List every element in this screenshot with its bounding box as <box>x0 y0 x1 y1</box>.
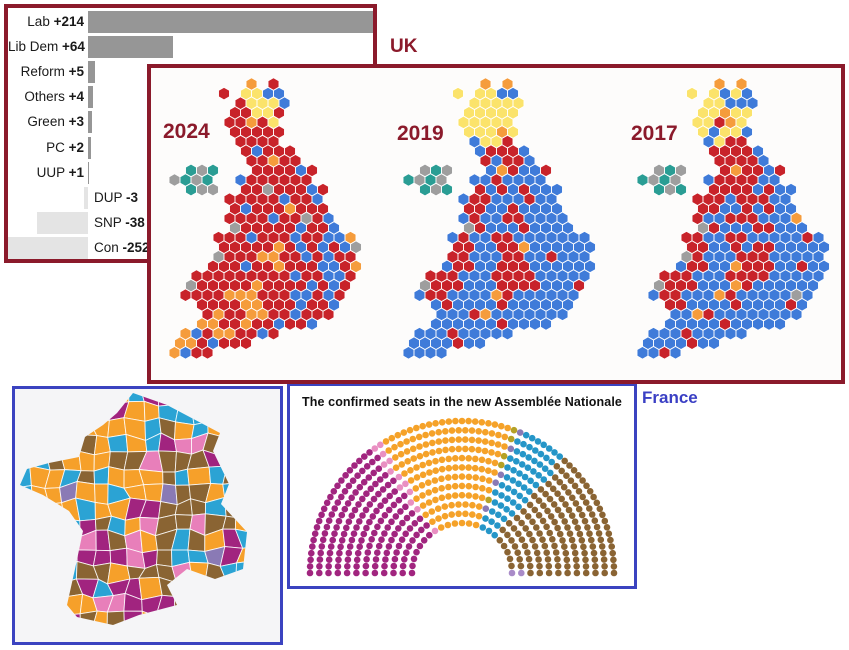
france-map-svg <box>20 393 247 625</box>
bar-rect <box>88 86 93 109</box>
bar-rect <box>88 111 92 134</box>
bar-row-uup: UUP +1 <box>8 161 373 186</box>
hemicycle-svg <box>306 417 618 577</box>
bar-label: PC +2 <box>46 139 84 155</box>
bar-row-pc: PC +2 <box>8 136 373 161</box>
bar-label: Con -252 <box>94 239 150 255</box>
uk-seat-change-bar-chart: Lab +214 Lib Dem +64 Reform +5 Others +4 Gre… <box>8 8 373 259</box>
bar-rect <box>88 161 89 184</box>
bar-label: SNP -38 <box>94 214 145 230</box>
year-label-2017: 2017 <box>631 122 678 145</box>
bar-rect <box>8 236 88 259</box>
uk-label: UK <box>390 36 418 57</box>
bar-rect <box>84 186 88 209</box>
bar-label: UUP +1 <box>36 164 84 180</box>
bar-rect <box>88 36 173 59</box>
year-label-2024: 2024 <box>163 120 210 143</box>
uk-hex-maps-svg <box>168 77 830 360</box>
bar-row-con: Con -252 <box>8 236 373 259</box>
france-map-panel <box>12 386 283 645</box>
bar-rect <box>88 11 373 33</box>
bar-row-snp: SNP -38 <box>8 211 373 236</box>
bar-rect <box>88 61 95 84</box>
bar-label: Reform +5 <box>20 64 84 80</box>
bar-row-others: Others +4 <box>8 85 373 110</box>
bar-row-lab: Lab +214 <box>8 10 373 35</box>
year-label-2019: 2019 <box>397 122 444 145</box>
bar-label: Lib Dem +64 <box>8 39 85 55</box>
uk-hex-maps-panel: 2024 2019 2017 <box>147 64 845 384</box>
bar-label: Others +4 <box>24 89 84 105</box>
france-label: France <box>642 388 698 407</box>
bar-rect <box>37 211 88 234</box>
bar-row-lib-dem: Lib Dem +64 <box>8 35 373 60</box>
hemicycle-title: The confirmed seats in the new Assemblée… <box>302 395 622 409</box>
bar-label: DUP -3 <box>94 189 139 205</box>
bar-rect <box>88 136 91 159</box>
bar-row-reform: Reform +5 <box>8 60 373 85</box>
bar-row-dup: DUP -3 <box>8 186 373 211</box>
bar-row-green: Green +3 <box>8 110 373 135</box>
bar-label: Green +3 <box>27 114 84 130</box>
hemicycle-panel: The confirmed seats in the new Assemblée… <box>287 383 637 589</box>
bar-label: Lab +214 <box>27 14 84 29</box>
